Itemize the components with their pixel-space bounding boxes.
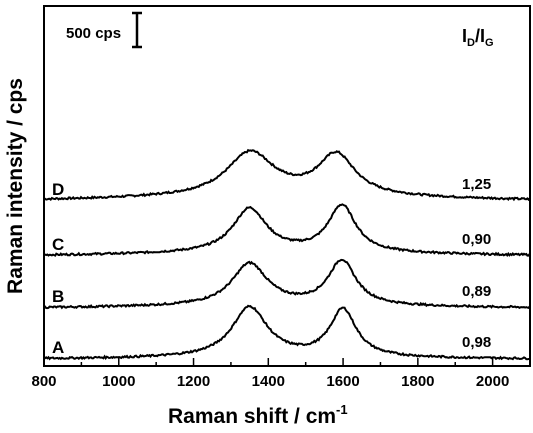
series-label-d: D: [52, 180, 64, 199]
x-tick-label: 1200: [177, 373, 210, 390]
x-tick-label: 1400: [252, 373, 285, 390]
ratio-value-a: 0,98: [462, 334, 491, 351]
x-axis-title: Raman shift / cm-1: [168, 402, 348, 428]
scale-bar-label: 500 cps: [66, 25, 121, 42]
spectrum-line-d: [43, 148, 531, 202]
ratio-header: ID/IG: [462, 26, 494, 49]
ratio-value-d: 1,25: [462, 176, 491, 193]
spectrum-line-a: [43, 304, 530, 361]
x-tick-label: 1000: [102, 373, 135, 390]
spectrum-line-b: [43, 258, 531, 310]
spectrum-line-c: [44, 203, 531, 257]
x-tick-label: 1600: [326, 373, 359, 390]
ratio-value-b: 0,89: [462, 283, 491, 300]
x-axis-tick-labels: 800 1000 1200 1400 1600 1800 2000: [31, 373, 509, 390]
plot-frame: [43, 5, 531, 367]
series-label-b: B: [52, 287, 64, 306]
x-axis-ticks: [43, 358, 531, 366]
series-label-a: A: [52, 338, 64, 357]
y-axis-title: Raman intensity / cps: [4, 78, 27, 294]
spectra-series: [43, 148, 531, 361]
series-label-c: C: [52, 235, 64, 254]
x-tick-label: 800: [31, 373, 56, 390]
ratio-value-c: 0,90: [462, 231, 491, 248]
x-tick-label: 1800: [401, 373, 434, 390]
ratio-values: 1,25 0,90 0,89 0,98: [462, 176, 491, 351]
x-tick-label: 2000: [476, 373, 509, 390]
series-labels: D C B A: [52, 180, 64, 357]
scale-bar: [132, 11, 142, 49]
